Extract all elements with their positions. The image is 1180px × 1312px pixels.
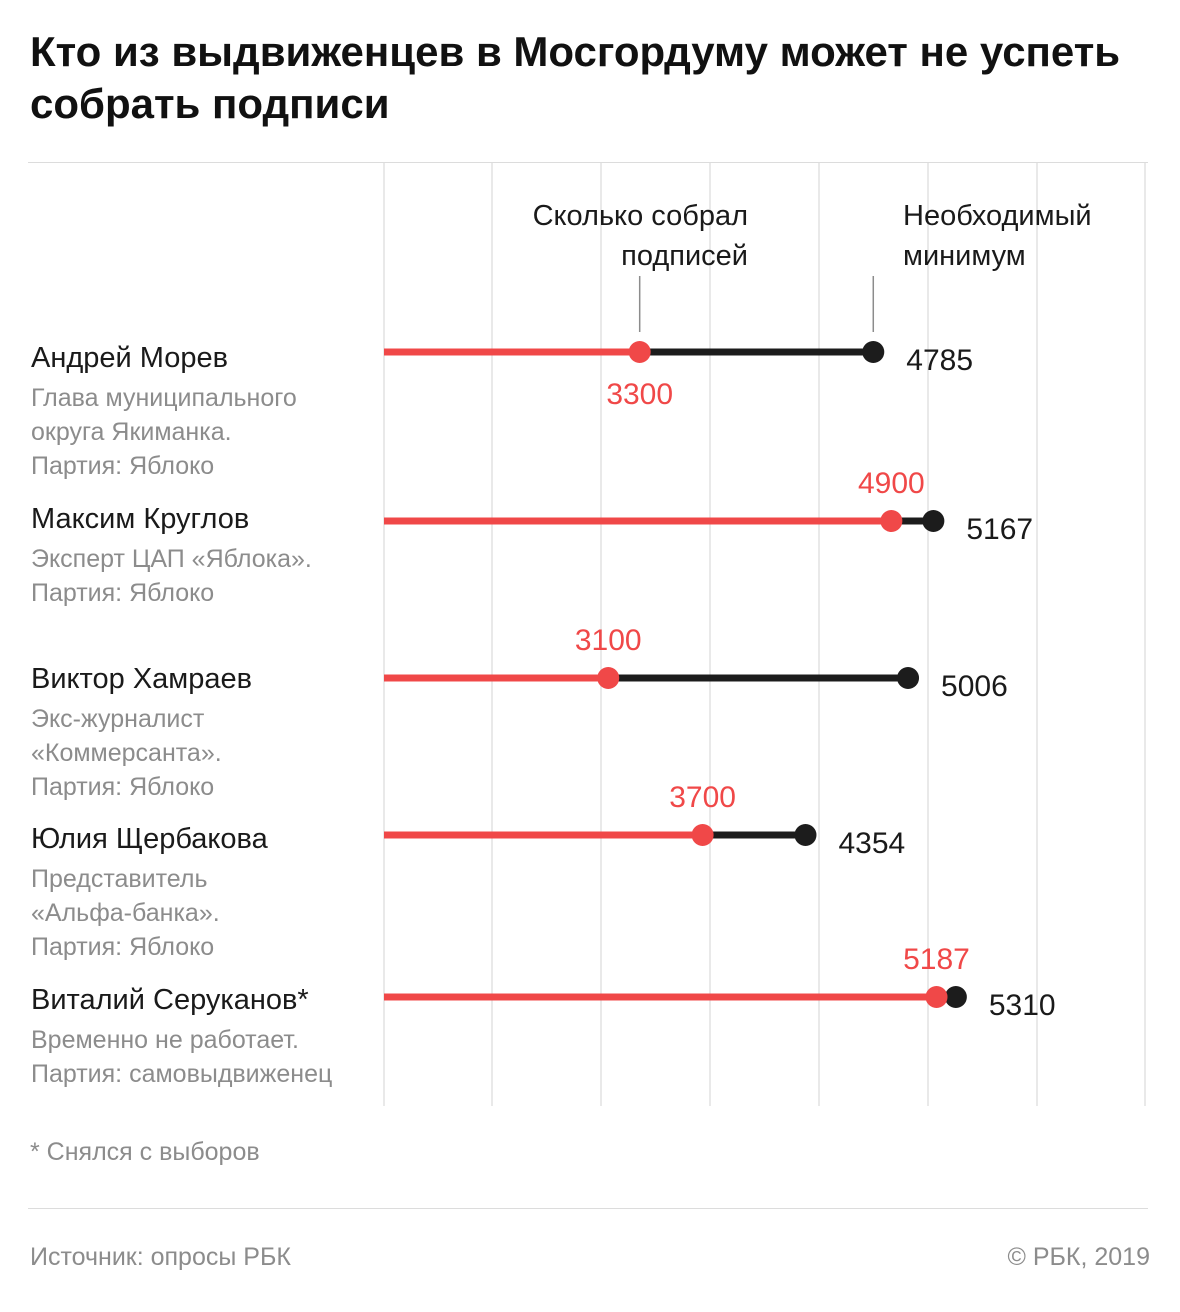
required-value-label: 4785 xyxy=(906,344,973,377)
legend-collected-label: Сколько собрал xyxy=(533,200,748,232)
collected-dot xyxy=(925,986,948,1008)
required-value-label: 5167 xyxy=(966,513,1033,546)
grid-lines xyxy=(383,163,1146,1106)
candidate-description: Представитель xyxy=(31,865,208,893)
chart-row: Андрей Морев Глава муниципального округа Я… xyxy=(31,341,973,480)
collected-dot xyxy=(880,510,903,532)
required-dot xyxy=(922,510,945,532)
dumbbell-chart: Сколько собрал подписей Необходимый минимум… xyxy=(31,163,1146,1106)
required-dot xyxy=(944,986,967,1008)
required-dot xyxy=(862,341,885,363)
collected-dot xyxy=(628,341,651,363)
candidate-name: Виктор Хамраев xyxy=(31,663,252,695)
required-value-label: 5006 xyxy=(941,670,1008,703)
source-note: Источник: опросы РБК xyxy=(30,1243,291,1271)
candidate-description: Партия: самовыдвиженец xyxy=(31,1060,332,1088)
chart-row: Максим Круглов Эксперт ЦАП «Яблока». Парти… xyxy=(31,467,1033,607)
candidate-description: Партия: Яблоко xyxy=(31,773,214,801)
candidate-name: Максим Круглов xyxy=(31,503,249,535)
candidate-description: Экс-журналист xyxy=(31,705,205,733)
required-value-label: 4354 xyxy=(838,827,905,860)
required-value-label: 5310 xyxy=(989,989,1056,1022)
legend: Сколько собрал подписей Необходимый минимум xyxy=(533,200,1092,332)
top-divider xyxy=(28,162,1148,163)
candidate-description: Партия: Яблоко xyxy=(31,579,214,607)
candidate-description: округа Якиманка. xyxy=(31,418,232,446)
collected-dot xyxy=(691,824,714,846)
copyright: © РБК, 2019 xyxy=(1007,1243,1150,1271)
candidate-description: Партия: Яблоко xyxy=(31,452,214,480)
collected-value-label: 5187 xyxy=(903,943,970,976)
required-dot xyxy=(897,667,920,689)
collected-value-label: 3100 xyxy=(575,624,642,657)
collected-value-label: 3700 xyxy=(669,781,736,814)
chart-row: Виктор Хамраев Экс-журналист «Коммерсанта»… xyxy=(31,624,1008,801)
bottom-divider xyxy=(28,1208,1148,1209)
candidate-name: Андрей Морев xyxy=(31,342,228,374)
footnote: * Снялся с выборов xyxy=(30,1138,260,1166)
collected-value-label: 3300 xyxy=(606,378,673,411)
candidate-description: «Коммерсанта». xyxy=(31,739,222,767)
collected-dot xyxy=(597,667,620,689)
candidate-name: Юлия Щербакова xyxy=(31,823,269,855)
candidate-description: Глава муниципального xyxy=(31,384,297,412)
legend-minimum-label: Необходимый xyxy=(903,200,1092,232)
candidate-description: Партия: Яблоко xyxy=(31,933,214,961)
candidate-description: Временно не работает. xyxy=(31,1026,299,1054)
chart-rows: Андрей Морев Глава муниципального округа Я… xyxy=(31,341,1056,1088)
legend-minimum-label: минимум xyxy=(903,240,1026,272)
candidate-description: Эксперт ЦАП «Яблока». xyxy=(31,545,312,573)
required-dot xyxy=(794,824,817,846)
chart-title: Кто из выдвиженцев в Мосгордуму может не… xyxy=(30,28,1121,127)
collected-value-label: 4900 xyxy=(858,467,925,500)
candidate-description: «Альфа-банка». xyxy=(31,899,220,927)
chart-row: Виталий Серуканов* Временно не работает. П… xyxy=(31,943,1056,1088)
chart-row: Юлия Щербакова Представитель «Альфа-банка»… xyxy=(31,781,905,961)
candidate-name: Виталий Серуканов* xyxy=(31,984,309,1016)
legend-collected-label: подписей xyxy=(621,240,748,272)
